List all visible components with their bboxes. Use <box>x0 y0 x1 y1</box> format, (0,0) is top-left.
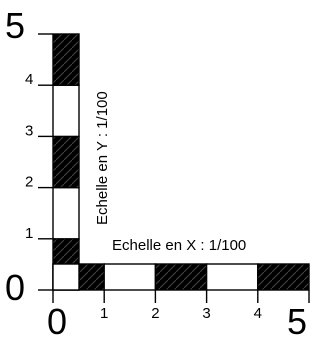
x-scale-title: Echelle en X : 1/100 <box>112 237 246 254</box>
x-bar-segment-3 <box>154 263 208 291</box>
y-bar-segment-4 <box>52 84 80 138</box>
y-label-3: 3 <box>25 122 33 139</box>
y-label-1: 1 <box>25 225 33 242</box>
x-label-5: 5 <box>287 301 307 342</box>
y-scale-bar <box>52 33 80 291</box>
x-bar-segment-5 <box>257 263 310 291</box>
x-label-3: 3 <box>202 305 210 322</box>
x-bar-segment-2 <box>103 263 157 291</box>
y-label-2: 2 <box>25 174 33 191</box>
x-label-1: 1 <box>100 305 108 322</box>
x-label-4: 4 <box>254 305 262 322</box>
x-label-2: 2 <box>151 305 159 322</box>
y-scale-title: Echelle en Y : 1/100 <box>94 91 111 225</box>
origin-corner-square <box>52 263 80 291</box>
y-bar-segment-5 <box>52 33 80 86</box>
y-bar-segment-3 <box>52 135 80 189</box>
x-bar-segment-4 <box>205 263 259 291</box>
y-label-5: 5 <box>5 5 25 46</box>
x-tick-group: 0 1 2 3 4 5 <box>47 290 310 342</box>
y-label-0: 0 <box>5 267 25 308</box>
x-label-0: 0 <box>47 301 67 342</box>
y-label-4: 4 <box>25 71 33 88</box>
y-tick-group: 0 1 2 3 4 5 <box>5 5 53 308</box>
y-bar-segment-2 <box>52 186 80 240</box>
x-scale-bar <box>52 263 310 291</box>
